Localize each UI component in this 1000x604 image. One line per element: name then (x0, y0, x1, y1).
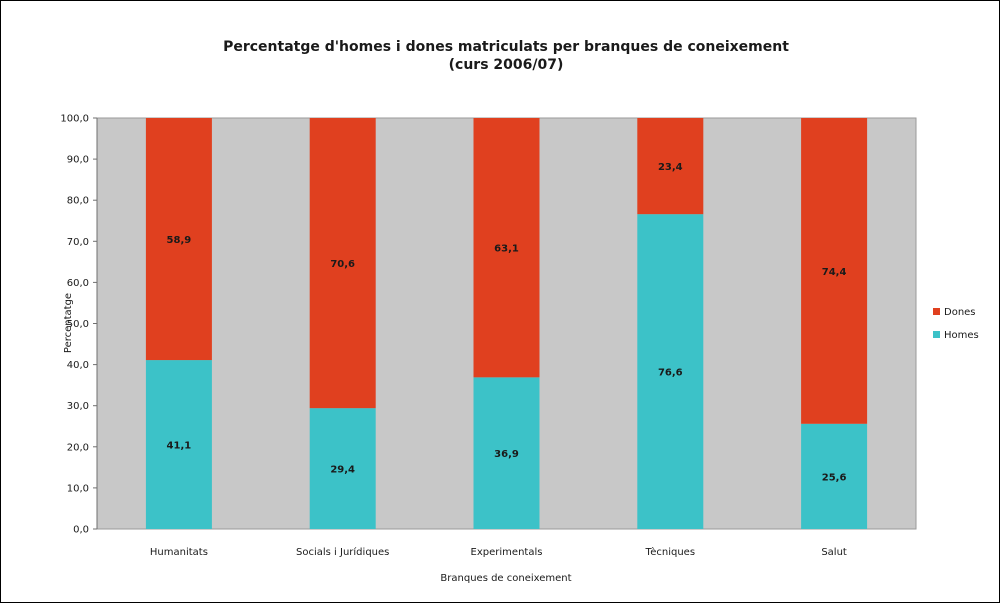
bar-homes (801, 423, 868, 529)
x-tick-label: Socials i Jurídiques (296, 546, 389, 558)
legend-label-homes: Homes (944, 330, 979, 341)
data-label: 29,4 (330, 465, 355, 476)
x-axis-label: Branques de coneixement (440, 573, 571, 584)
legend-swatch-dones (933, 308, 940, 315)
data-label: 76,6 (658, 368, 683, 379)
chart-title: Percentatge d'homes i dones matriculats … (223, 39, 789, 55)
y-tick-label: 10,0 (67, 483, 89, 494)
y-tick-label: 90,0 (67, 155, 89, 166)
bar-dones (145, 118, 212, 361)
y-tick-label: 70,0 (67, 237, 89, 248)
y-tick-label: 100,0 (60, 114, 89, 125)
data-label: 70,6 (330, 259, 355, 270)
data-label: 41,1 (167, 441, 192, 452)
y-tick-label: 0,0 (73, 525, 89, 536)
y-axis-label: Percentatge (63, 293, 74, 353)
legend-swatch-homes (933, 331, 940, 338)
y-tick-label: 30,0 (67, 401, 89, 412)
x-tick-label: Humanitats (150, 547, 208, 558)
y-axis: 0,0 10,0 20,0 30,0 40,0 50,0 60,0 70,0 80,0 90,0 1… (60, 114, 98, 536)
x-tick-label: Salut (821, 547, 847, 558)
data-label: 63,1 (494, 244, 519, 255)
x-tick-label: Experimentals (471, 547, 543, 558)
bar-dones (473, 118, 540, 378)
legend: Dones Homes (933, 307, 979, 341)
bar-homes (473, 377, 540, 529)
x-tick-label: Tècniques (645, 546, 696, 558)
y-tick-label: 40,0 (67, 360, 89, 371)
bar-homes (309, 408, 376, 529)
y-tick-label: 60,0 (67, 278, 89, 289)
bar-dones (309, 118, 376, 409)
data-label: 58,9 (167, 235, 192, 246)
data-label: 74,4 (822, 267, 847, 278)
bar-homes (145, 360, 212, 529)
data-label: 25,6 (822, 472, 847, 483)
legend-label-dones: Dones (944, 307, 976, 318)
y-tick-label: 80,0 (67, 196, 89, 207)
data-label: 23,4 (658, 162, 683, 173)
x-axis: Humanitats Socials i Jurídiques Experiment… (150, 546, 847, 558)
y-tick-label: 50,0 (67, 319, 89, 330)
y-tick-label: 20,0 (67, 442, 89, 453)
bar-dones (637, 118, 704, 215)
bar-dones (801, 118, 868, 424)
bar-homes (637, 214, 704, 529)
data-label: 36,9 (494, 449, 519, 460)
chart-subtitle: (curs 2006/07) (449, 57, 564, 73)
bars: 41,1 58,9 29,4 70,6 36,9 63,1 76,6 23,4 25,6 74,4 (145, 118, 868, 529)
